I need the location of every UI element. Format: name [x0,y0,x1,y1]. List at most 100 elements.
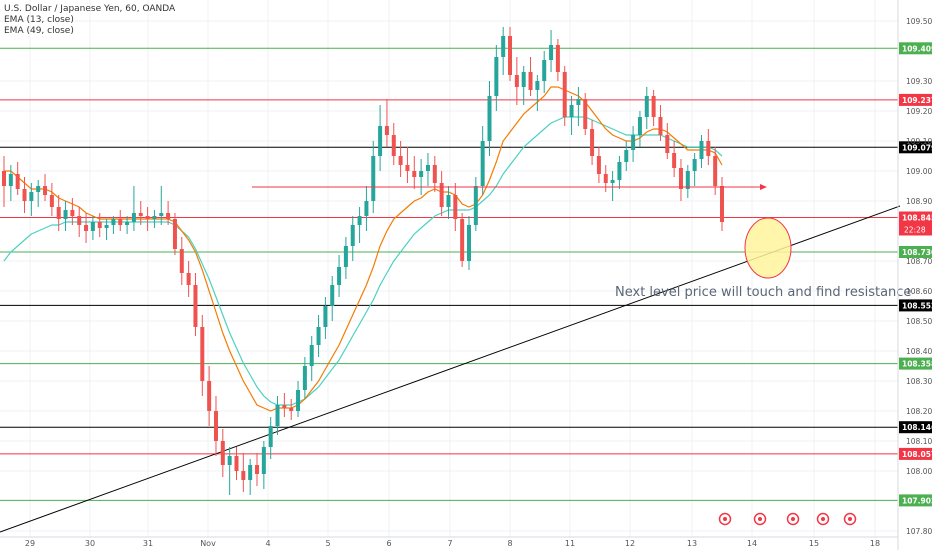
candle [22,177,27,213]
candle [309,336,314,381]
price-axis[interactable]: 109.500 109.300 109.200 109.100 109.000 108.9… [897,0,932,550]
candle [15,162,20,195]
ema49-legend: EMA (49, close) [4,26,74,36]
candle [261,441,266,489]
x-tick-label: 5 [325,539,330,548]
candle [391,123,396,165]
candle [84,213,89,243]
candle [8,165,13,201]
candle [234,447,239,480]
event-dot-icon [758,517,762,521]
candle [603,165,608,192]
candle [432,156,437,192]
y-tick-label: 107.800 [906,527,932,536]
candle [398,141,403,177]
candle [590,120,595,165]
candle [213,396,218,456]
horizontal-levels[interactable]: 109.409 109.237 109.079 108.845 108.730 108.5… [0,42,932,507]
candle [29,183,34,216]
y-tick-label: 108.400 [906,347,932,356]
ema13-legend: EMA (13, close) [4,15,74,25]
candle [357,207,362,243]
candle [555,39,560,81]
y-tick-label: 109.100 [906,137,932,146]
candle [425,153,430,186]
candle [672,141,677,177]
candle [439,171,444,216]
candle [617,156,622,189]
x-tick-label: 8 [507,539,512,548]
countdown-bg [899,223,932,236]
time-axis[interactable]: 29 30 31 Nov 4 5 6 7 8 11 12 13 14 15 18 [0,536,898,548]
x-tick-label: 4 [265,539,270,548]
candles [2,27,724,495]
candle [665,123,670,159]
level-label: 109.079 [902,143,932,152]
chart-legend: U.S. Dollar / Japanese Yen, 60, OANDA EM… [4,4,175,37]
x-tick-label: 14 [747,539,757,548]
y-tick-label: 109.500 [906,17,932,26]
x-tick-label: 15 [809,539,819,548]
y-tick-label: 108.700 [906,257,932,266]
candle [343,237,348,279]
candle [699,135,704,168]
candle [651,90,656,126]
y-tick-label: 108.200 [906,407,932,416]
level-label: 108.730 [902,248,932,257]
candle [296,381,301,417]
event-dot-icon [848,517,852,521]
candle [145,207,150,231]
candle [371,141,376,213]
y-tick-label: 109.200 [906,107,932,116]
level-label: 108.146 [902,423,932,432]
candle [596,147,601,183]
candle [658,105,663,141]
x-tick-label: 12 [625,539,635,548]
candle [159,186,164,225]
annotation-text[interactable]: Next level price will touch and find res… [615,285,911,300]
y-tick-label: 108.100 [906,437,932,446]
y-tick-label: 108.600 [906,287,932,296]
candle [405,147,410,183]
candle [610,171,615,201]
candle [111,216,116,234]
target-circle[interactable] [744,217,792,279]
x-tick-label: Nov [200,539,216,548]
candle [323,297,328,339]
candle [97,213,102,237]
x-tick-label: 6 [386,539,391,548]
candle [562,66,567,126]
candle [131,186,136,231]
candle [220,429,225,477]
candle [138,201,143,225]
candle [63,201,68,231]
candle [104,219,109,240]
candle [521,66,526,105]
candle [583,93,588,135]
candle [412,156,417,189]
level-label-bg [899,246,932,258]
ema-13-line [4,86,723,412]
level-label-bg [899,211,932,224]
x-tick-label: 13 [687,539,697,548]
candle [49,183,54,216]
candle [330,276,335,321]
level-label: 109.409 [902,44,932,53]
candle [487,81,492,156]
level-label: 108.845 [902,214,932,223]
candle [200,315,205,396]
level-label-bg [899,141,932,154]
level-label-bg [899,494,932,507]
price-arrow[interactable] [252,184,767,190]
candle [248,459,253,495]
candle [637,111,642,147]
x-tick-label: 7 [447,539,452,548]
candle [2,156,6,207]
symbol-title: U.S. Dollar / Japanese Yen, 60, OANDA [4,4,176,14]
y-tick-label: 109.000 [906,167,932,176]
candle [501,27,506,75]
event-icons[interactable] [718,512,857,526]
event-dot-icon [821,517,825,521]
level-label-bg [899,357,932,370]
